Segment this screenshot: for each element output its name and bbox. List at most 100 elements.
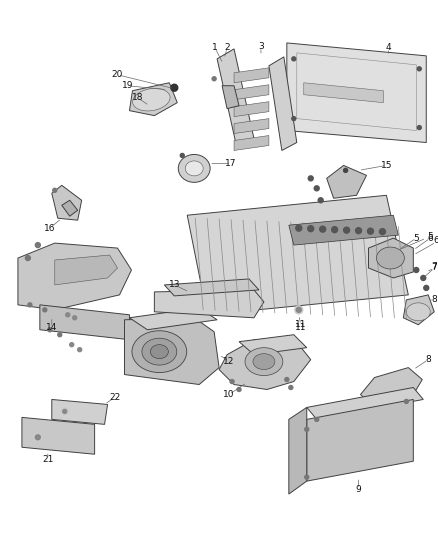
Circle shape xyxy=(292,57,296,61)
Ellipse shape xyxy=(132,331,187,373)
Polygon shape xyxy=(130,308,217,330)
Circle shape xyxy=(320,226,326,232)
Text: 15: 15 xyxy=(381,161,392,170)
Circle shape xyxy=(61,408,68,415)
Polygon shape xyxy=(307,387,423,419)
Circle shape xyxy=(417,67,421,71)
Text: 6: 6 xyxy=(427,233,433,243)
Polygon shape xyxy=(360,368,422,407)
Text: 17: 17 xyxy=(225,159,237,168)
Polygon shape xyxy=(22,417,95,454)
Circle shape xyxy=(417,126,421,130)
Ellipse shape xyxy=(150,345,168,359)
Text: 4: 4 xyxy=(385,43,391,52)
Circle shape xyxy=(379,229,385,235)
Text: 7: 7 xyxy=(431,262,437,271)
Polygon shape xyxy=(62,200,78,216)
Circle shape xyxy=(63,409,67,414)
Polygon shape xyxy=(130,83,177,116)
Circle shape xyxy=(343,227,350,233)
Circle shape xyxy=(424,286,429,290)
Text: 14: 14 xyxy=(46,323,57,332)
Circle shape xyxy=(308,176,313,181)
Circle shape xyxy=(296,225,302,231)
Polygon shape xyxy=(55,255,117,285)
Circle shape xyxy=(305,475,309,479)
Polygon shape xyxy=(40,305,130,340)
Circle shape xyxy=(414,268,419,272)
Polygon shape xyxy=(222,86,239,109)
Circle shape xyxy=(356,228,361,233)
Circle shape xyxy=(53,188,57,192)
Polygon shape xyxy=(234,135,269,150)
Ellipse shape xyxy=(178,155,210,182)
Ellipse shape xyxy=(245,348,283,376)
Polygon shape xyxy=(234,68,269,83)
Text: 11: 11 xyxy=(295,323,307,332)
Polygon shape xyxy=(52,399,108,424)
Text: 8: 8 xyxy=(425,355,431,364)
Polygon shape xyxy=(368,238,413,278)
Circle shape xyxy=(58,333,62,337)
Circle shape xyxy=(343,168,348,172)
Circle shape xyxy=(421,276,426,280)
Text: 21: 21 xyxy=(42,455,53,464)
Text: 5: 5 xyxy=(413,233,419,243)
Circle shape xyxy=(25,255,30,261)
Circle shape xyxy=(318,198,323,203)
Circle shape xyxy=(230,379,234,384)
Circle shape xyxy=(34,433,42,441)
Text: 19: 19 xyxy=(122,81,133,90)
Ellipse shape xyxy=(185,161,203,176)
Polygon shape xyxy=(187,195,408,315)
Text: 6: 6 xyxy=(433,236,438,245)
Polygon shape xyxy=(287,43,426,142)
Text: 22: 22 xyxy=(109,393,120,402)
Text: 8: 8 xyxy=(431,295,437,304)
Ellipse shape xyxy=(377,247,404,269)
Ellipse shape xyxy=(142,338,177,365)
Circle shape xyxy=(315,417,319,422)
Ellipse shape xyxy=(133,88,170,111)
Polygon shape xyxy=(217,49,254,149)
Polygon shape xyxy=(234,119,269,134)
Polygon shape xyxy=(289,407,307,494)
Text: 7: 7 xyxy=(431,263,437,272)
Polygon shape xyxy=(52,185,81,220)
Circle shape xyxy=(48,328,52,332)
Circle shape xyxy=(180,154,184,157)
Ellipse shape xyxy=(406,303,430,321)
Text: 20: 20 xyxy=(112,70,123,79)
Circle shape xyxy=(237,387,241,392)
Circle shape xyxy=(332,227,338,232)
Circle shape xyxy=(171,84,178,91)
Circle shape xyxy=(28,303,32,307)
Polygon shape xyxy=(307,399,413,481)
Circle shape xyxy=(43,308,47,312)
Circle shape xyxy=(305,427,309,431)
Circle shape xyxy=(78,348,81,352)
Polygon shape xyxy=(304,83,383,103)
Text: 12: 12 xyxy=(223,357,235,366)
Circle shape xyxy=(212,77,216,81)
Text: 16: 16 xyxy=(44,224,56,233)
Circle shape xyxy=(73,316,77,320)
Circle shape xyxy=(296,308,301,312)
Polygon shape xyxy=(234,102,269,117)
Text: 11: 11 xyxy=(295,320,307,329)
Circle shape xyxy=(292,117,296,120)
Circle shape xyxy=(308,225,314,232)
Polygon shape xyxy=(239,335,307,354)
Polygon shape xyxy=(154,290,264,318)
Circle shape xyxy=(35,243,40,247)
Text: 1: 1 xyxy=(212,43,218,52)
Text: 10: 10 xyxy=(223,390,235,399)
Polygon shape xyxy=(269,57,297,150)
Circle shape xyxy=(289,385,293,390)
Polygon shape xyxy=(289,215,399,245)
Circle shape xyxy=(404,399,408,403)
Text: 13: 13 xyxy=(169,280,180,289)
Polygon shape xyxy=(403,295,434,325)
Circle shape xyxy=(314,186,319,191)
Polygon shape xyxy=(124,318,219,384)
